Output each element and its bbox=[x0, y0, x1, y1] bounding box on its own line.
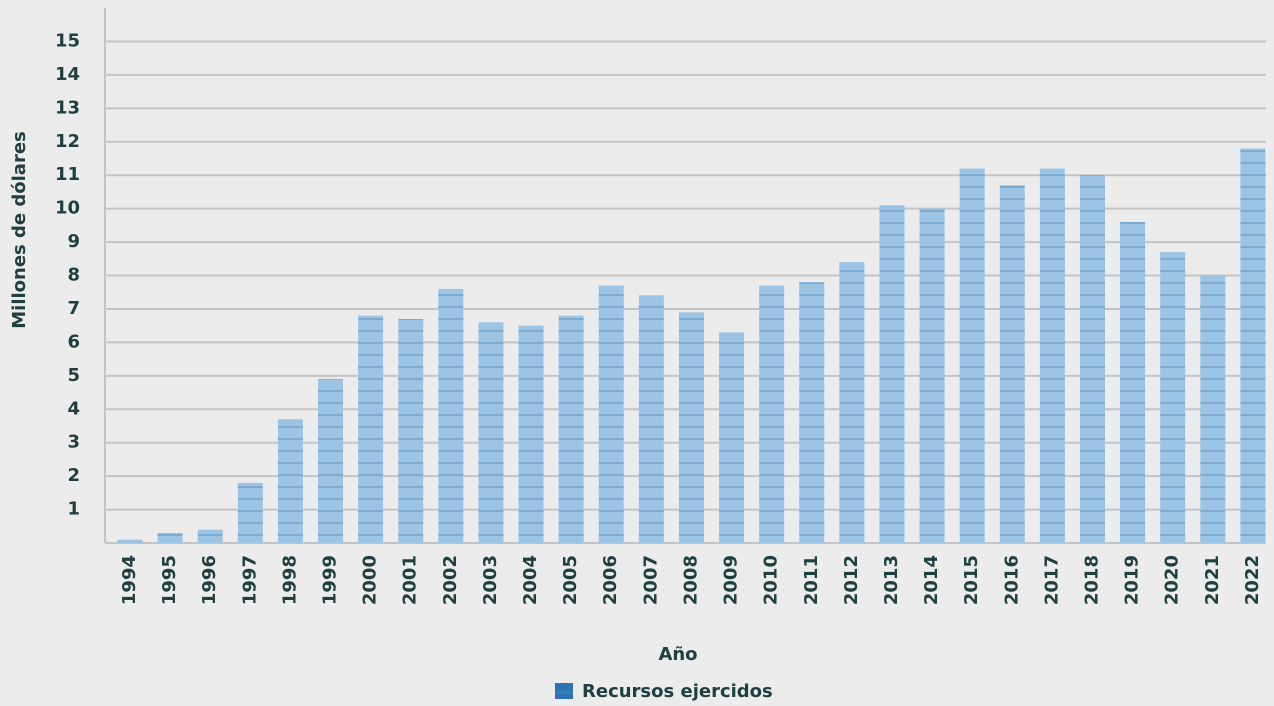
y-tick-label: 14 bbox=[55, 64, 80, 85]
bar bbox=[158, 533, 183, 543]
bar bbox=[278, 419, 303, 543]
bar bbox=[519, 326, 544, 543]
bar bbox=[920, 209, 945, 543]
y-tick-label: 4 bbox=[67, 398, 80, 419]
bar bbox=[1040, 169, 1065, 544]
legend-label: Recursos ejercidos bbox=[582, 681, 773, 702]
bar bbox=[118, 540, 143, 543]
bar bbox=[1080, 175, 1105, 543]
x-tick-label: 1994 bbox=[119, 555, 140, 605]
y-tick-label: 7 bbox=[67, 298, 80, 319]
bar bbox=[639, 296, 664, 543]
bar bbox=[839, 262, 864, 543]
bar bbox=[1120, 222, 1145, 543]
y-tick-label: 1 bbox=[67, 499, 80, 520]
y-tick-label: 10 bbox=[55, 198, 80, 219]
x-tick-label: 2007 bbox=[640, 555, 661, 605]
bar bbox=[1240, 148, 1265, 543]
bar bbox=[358, 316, 383, 543]
y-axis-label: Millones de dólares bbox=[9, 131, 30, 329]
bar bbox=[1200, 276, 1225, 544]
x-tick-label: 2020 bbox=[1162, 555, 1183, 605]
y-tick-label: 13 bbox=[55, 97, 80, 118]
x-tick-label: 2011 bbox=[801, 555, 822, 605]
x-tick-label: 2001 bbox=[400, 555, 421, 605]
x-tick-label: 1996 bbox=[199, 555, 220, 605]
bar bbox=[879, 205, 904, 543]
x-tick-label: 2012 bbox=[841, 555, 862, 605]
x-tick-label: 2006 bbox=[600, 555, 621, 605]
bar bbox=[1000, 185, 1025, 543]
x-tick-label: 2016 bbox=[1001, 555, 1022, 605]
x-tick-label: 1999 bbox=[320, 555, 341, 605]
x-tick-label: 1998 bbox=[279, 555, 300, 605]
bar bbox=[398, 319, 423, 543]
x-tick-label: 2008 bbox=[680, 555, 701, 605]
x-tick-label: 2003 bbox=[480, 555, 501, 605]
x-tick-label: 2021 bbox=[1202, 555, 1223, 605]
y-tick-label: 3 bbox=[67, 432, 80, 453]
y-tick-label: 6 bbox=[67, 331, 80, 352]
bar bbox=[679, 312, 704, 543]
bar bbox=[960, 169, 985, 544]
x-tick-label: 2013 bbox=[881, 555, 902, 605]
y-tick-label: 9 bbox=[67, 231, 80, 252]
bar bbox=[238, 483, 263, 543]
x-tick-label: 2004 bbox=[520, 555, 541, 605]
x-tick-label: 2018 bbox=[1081, 555, 1102, 605]
y-tick-label: 15 bbox=[55, 30, 80, 51]
x-tick-label: 2022 bbox=[1242, 555, 1263, 605]
x-axis-label: Año bbox=[658, 644, 697, 665]
bar bbox=[559, 316, 584, 543]
x-tick-label: 2017 bbox=[1041, 555, 1062, 605]
y-tick-label: 8 bbox=[67, 265, 80, 286]
x-tick-label: 1997 bbox=[239, 555, 260, 605]
page: {"chart_data": {"type": "bar", "x_label"… bbox=[0, 0, 1274, 706]
bar bbox=[318, 379, 343, 543]
x-tick-label: 2019 bbox=[1122, 555, 1143, 605]
bar bbox=[719, 332, 744, 543]
bar bbox=[198, 530, 223, 543]
bar bbox=[1160, 252, 1185, 543]
bar bbox=[599, 286, 624, 543]
x-tick-label: 2010 bbox=[761, 555, 782, 605]
chart: Millones de dólares Año 1234567891011121… bbox=[0, 0, 1274, 706]
x-tick-label: 1995 bbox=[159, 555, 180, 605]
y-tick-label: 11 bbox=[55, 164, 80, 185]
x-tick-label: 2005 bbox=[560, 555, 581, 605]
y-tick-label: 2 bbox=[67, 465, 80, 486]
bar bbox=[478, 322, 503, 543]
y-tick-label: 5 bbox=[67, 365, 80, 386]
y-tick-label: 12 bbox=[55, 131, 80, 152]
legend-swatch-band bbox=[555, 691, 573, 694]
x-tick-label: 2000 bbox=[360, 555, 381, 605]
bar bbox=[799, 282, 824, 543]
x-tick-label: 2015 bbox=[961, 555, 982, 605]
x-tick-label: 2014 bbox=[921, 555, 942, 605]
bar bbox=[438, 289, 463, 543]
x-tick-label: 2009 bbox=[721, 555, 742, 605]
x-tick-label: 2002 bbox=[440, 555, 461, 605]
bar bbox=[759, 286, 784, 543]
